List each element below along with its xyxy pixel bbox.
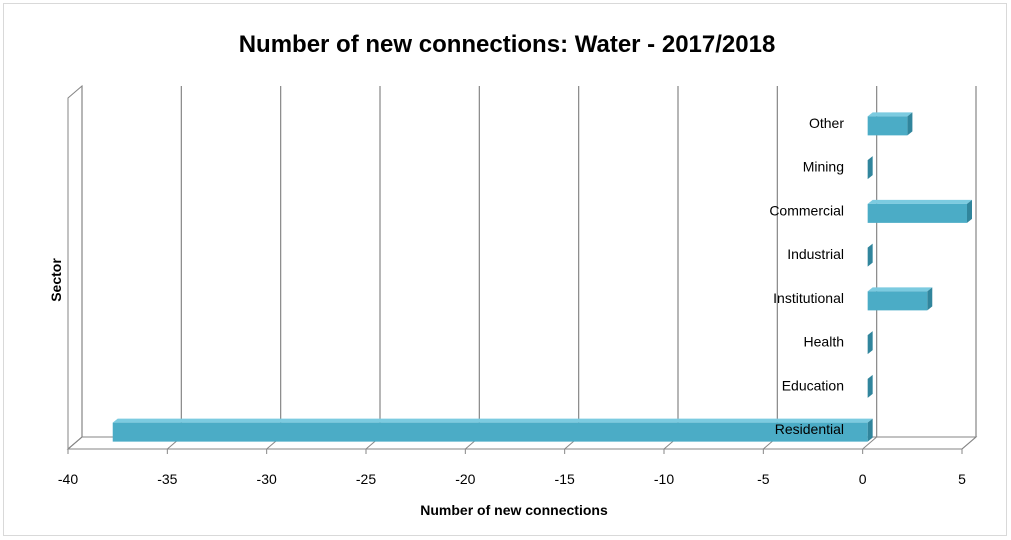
bars [112, 112, 972, 442]
bar-top [112, 418, 873, 423]
gridline-floor [67, 436, 83, 450]
x-tick-label: -15 [555, 471, 575, 487]
y-axis-title: Sector [48, 258, 64, 302]
gridlines [66, 84, 978, 454]
x-tick-label: -5 [757, 471, 770, 487]
y-category-label: Mining [803, 159, 844, 175]
bar-top [867, 112, 913, 117]
x-tick-label: -30 [257, 471, 277, 487]
y-category-label: Institutional [773, 290, 844, 306]
bar [112, 422, 868, 442]
chart-area [3, 3, 1007, 536]
bar [867, 116, 908, 136]
x-tick-label: 5 [958, 471, 966, 487]
y-category-label: Commercial [769, 202, 844, 218]
bar [867, 291, 928, 311]
x-tick-label: -20 [455, 471, 475, 487]
y-category-label: Health [804, 334, 844, 350]
bar-side [907, 112, 913, 136]
y-category-label: Industrial [787, 246, 844, 262]
bar-side [967, 199, 972, 223]
bar-top [867, 287, 933, 292]
gridline-floor [961, 436, 977, 450]
x-tick-label: -40 [58, 471, 78, 487]
x-tick-label: -25 [356, 471, 376, 487]
bar-side [867, 331, 873, 355]
y-category-label: Education [782, 377, 844, 393]
x-tick-label: 0 [859, 471, 867, 487]
chart-title: Number of new connections: Water - 2017/… [239, 31, 776, 58]
bar-side [867, 243, 873, 267]
left-wall [67, 84, 83, 451]
gridline-floor [862, 436, 877, 450]
bar-top [867, 199, 972, 204]
labels: -40 -35 -30 -25 -20 -15 -10 -5 0 5 Residential Educ… [58, 115, 966, 487]
bar-side [867, 374, 873, 398]
bar-side [867, 418, 873, 442]
y-category-label: Residential [775, 421, 844, 437]
x-tick-label: -10 [654, 471, 674, 487]
bar-side [927, 287, 933, 311]
bar [867, 203, 967, 223]
bar-side [867, 156, 873, 180]
x-tick-label: -35 [157, 471, 177, 487]
y-category-label: Other [809, 115, 844, 131]
x-axis-title: Number of new connections [420, 502, 608, 518]
